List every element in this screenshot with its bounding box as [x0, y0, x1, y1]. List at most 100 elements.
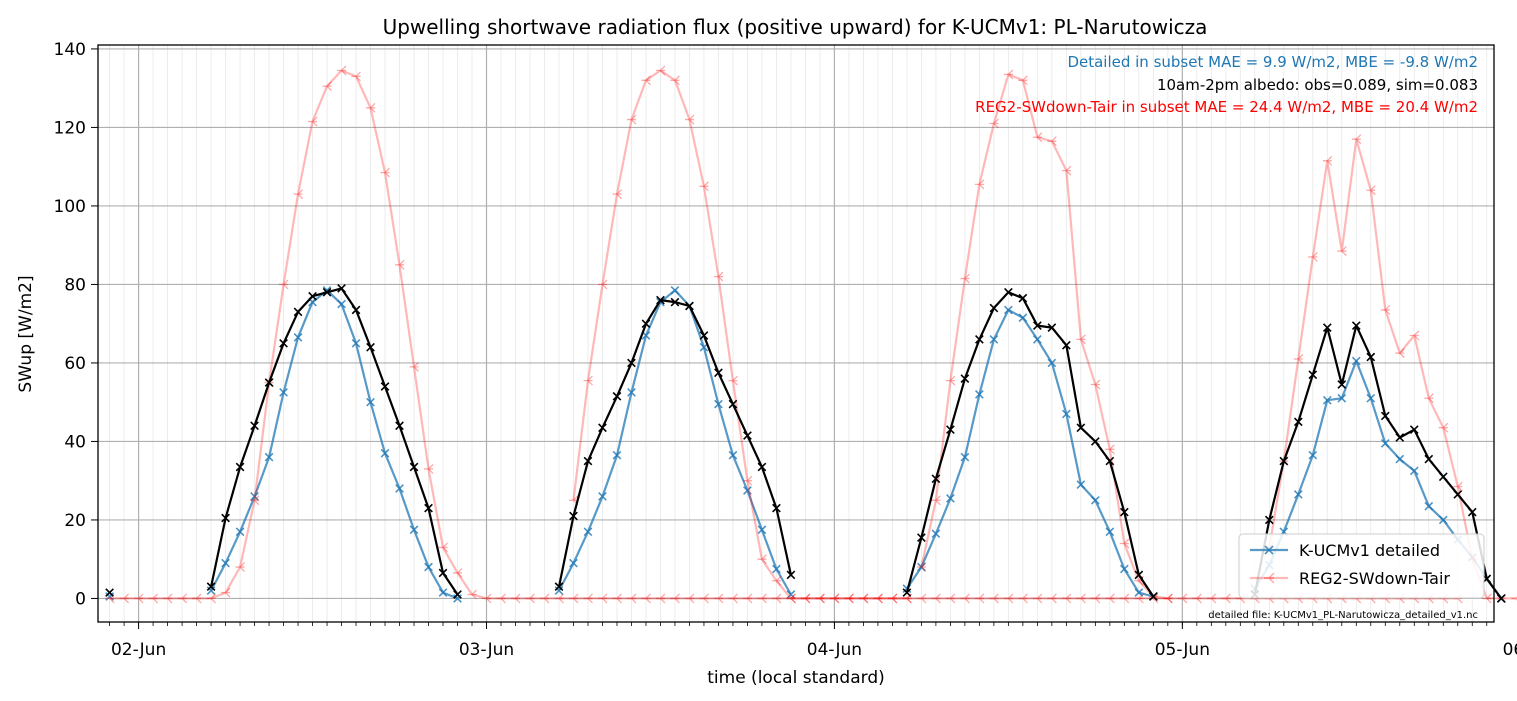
data-point [221, 558, 230, 568]
data-point [800, 593, 811, 604]
data-point [960, 593, 970, 604]
data-point [989, 335, 999, 344]
data-point [772, 564, 781, 574]
series-1 [105, 65, 1517, 604]
data-point [1090, 593, 1101, 604]
data-point [1163, 593, 1173, 604]
data-point [1366, 185, 1376, 196]
data-point [713, 593, 724, 604]
data-point [612, 391, 622, 401]
data-point [815, 593, 825, 604]
data-point [424, 463, 434, 474]
data-point [1004, 305, 1013, 315]
legend-box [1238, 533, 1485, 599]
data-point [786, 590, 796, 599]
data-point [163, 593, 173, 604]
data-point [293, 333, 303, 342]
data-point [960, 273, 970, 284]
data-point [960, 374, 970, 384]
data-point [655, 593, 666, 604]
data-point [279, 279, 289, 290]
data-point [873, 593, 883, 604]
data-point [409, 525, 419, 535]
data-point [945, 375, 956, 386]
data-point [713, 271, 724, 282]
data-point [1380, 439, 1390, 448]
data-point [1003, 69, 1014, 80]
data-point [945, 593, 956, 604]
data-point [757, 593, 767, 604]
data-point [1134, 570, 1144, 580]
data-point [1424, 454, 1434, 464]
data-point [1076, 480, 1086, 489]
data-point [1134, 588, 1144, 597]
data-point [771, 575, 782, 586]
data-point [902, 588, 912, 597]
data-point [467, 589, 477, 600]
data-point [395, 421, 404, 431]
data-point [279, 338, 288, 348]
data-point [1003, 593, 1014, 604]
x-tick-label: 03-Jun [459, 640, 514, 660]
data-point [1090, 495, 1100, 505]
data-point [931, 593, 941, 604]
chart-title: Upwelling shortwave radiation flux (posi… [383, 15, 1208, 39]
data-point [1119, 564, 1129, 574]
data-point [1032, 593, 1043, 604]
data-point [1496, 594, 1506, 603]
data-point [424, 503, 433, 513]
y-tick-label: 80 [64, 275, 86, 295]
data-point [1105, 444, 1115, 455]
data-point [989, 593, 999, 604]
data-point [1438, 515, 1448, 525]
data-point [772, 503, 781, 513]
data-point [1090, 379, 1101, 390]
data-point [1119, 538, 1130, 549]
x-tick-label: 05-Jun [1155, 640, 1210, 660]
data-point [844, 593, 854, 604]
data-point [366, 102, 376, 113]
data-point [554, 593, 564, 604]
data-point [583, 527, 593, 537]
data-point [1424, 501, 1434, 511]
data-point [1308, 370, 1318, 380]
data-point [539, 593, 550, 604]
data-point [742, 593, 753, 604]
data-point [337, 65, 347, 76]
series-2 [105, 283, 1506, 603]
data-point [1032, 335, 1042, 344]
data-point [279, 388, 288, 397]
data-point [916, 562, 927, 573]
data-point [670, 297, 680, 307]
data-point [1467, 507, 1477, 517]
data-point [887, 593, 898, 604]
data-point [742, 475, 753, 486]
data-point [989, 118, 999, 129]
data-point [1221, 593, 1231, 604]
data-point [366, 342, 375, 352]
data-point [670, 75, 680, 86]
series-line [905, 291, 1155, 598]
data-point [728, 593, 738, 604]
data-point [699, 181, 709, 192]
data-point [134, 593, 144, 604]
x-tick-label: 02-Jun [111, 640, 166, 660]
data-point [148, 593, 159, 604]
major-grid [98, 45, 1494, 622]
data-point [1293, 490, 1303, 499]
data-point [612, 593, 622, 604]
data-point [438, 542, 448, 553]
data-point [351, 71, 361, 82]
data-point [597, 279, 608, 290]
legend: K-UCMv1 detailed REG2-SWdown-Tair [1238, 533, 1485, 599]
data-point [946, 425, 955, 435]
data-point [1163, 593, 1173, 604]
series-line [109, 69, 1458, 600]
data-point [453, 590, 462, 599]
series-line [920, 73, 1168, 600]
data-point [583, 456, 593, 466]
data-point [105, 588, 114, 597]
data-point [568, 593, 579, 604]
data-point [902, 593, 912, 604]
data-point [1395, 454, 1405, 464]
